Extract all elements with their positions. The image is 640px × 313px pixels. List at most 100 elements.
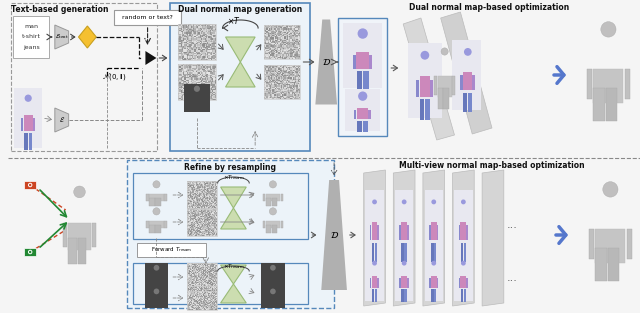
- Bar: [149, 225, 155, 233]
- Bar: [587, 69, 592, 99]
- Bar: [589, 229, 595, 259]
- Circle shape: [601, 22, 616, 37]
- Polygon shape: [403, 18, 454, 140]
- Circle shape: [461, 199, 466, 204]
- Circle shape: [29, 184, 31, 186]
- Bar: [363, 121, 368, 132]
- Bar: [364, 71, 369, 90]
- Circle shape: [270, 289, 276, 294]
- Bar: [595, 229, 625, 263]
- Polygon shape: [321, 180, 347, 290]
- Bar: [606, 88, 618, 121]
- Bar: [261, 288, 285, 308]
- Circle shape: [358, 91, 367, 101]
- Text: Forward $T_\mathrm{resam}$: Forward $T_\mathrm{resam}$: [150, 246, 192, 254]
- Bar: [460, 222, 467, 240]
- Bar: [147, 221, 149, 228]
- Circle shape: [461, 261, 466, 266]
- Bar: [625, 69, 630, 99]
- Bar: [438, 76, 452, 97]
- Bar: [460, 75, 463, 90]
- Bar: [13, 16, 49, 58]
- Circle shape: [431, 261, 436, 266]
- Bar: [444, 88, 449, 109]
- Bar: [459, 278, 460, 288]
- Bar: [264, 65, 300, 99]
- Text: $\times T_\mathrm{resam}$: $\times T_\mathrm{resam}$: [223, 263, 244, 271]
- Bar: [431, 276, 436, 288]
- Polygon shape: [316, 19, 337, 105]
- Bar: [459, 225, 460, 240]
- Bar: [429, 278, 431, 288]
- Bar: [434, 289, 436, 302]
- Bar: [353, 55, 356, 69]
- Polygon shape: [225, 37, 255, 87]
- Bar: [357, 71, 362, 90]
- Bar: [375, 289, 378, 302]
- Circle shape: [431, 199, 436, 204]
- Circle shape: [269, 208, 276, 215]
- Bar: [595, 248, 607, 280]
- Bar: [430, 80, 433, 96]
- Bar: [424, 190, 443, 260]
- Text: $\mathcal{E}_\mathrm{text}$: $\mathcal{E}_\mathrm{text}$: [54, 33, 68, 41]
- Polygon shape: [55, 25, 68, 49]
- Bar: [436, 278, 438, 288]
- Bar: [593, 69, 623, 103]
- Circle shape: [464, 48, 472, 56]
- Circle shape: [29, 251, 31, 253]
- Circle shape: [402, 199, 406, 204]
- Polygon shape: [221, 265, 246, 303]
- Bar: [156, 198, 161, 206]
- Bar: [454, 190, 472, 260]
- Bar: [460, 276, 467, 288]
- Circle shape: [270, 265, 276, 271]
- Bar: [452, 40, 481, 110]
- Bar: [431, 222, 436, 240]
- Bar: [261, 263, 285, 291]
- Bar: [280, 221, 283, 228]
- Bar: [149, 221, 164, 228]
- Bar: [424, 255, 443, 300]
- Circle shape: [154, 265, 159, 271]
- Bar: [407, 225, 408, 240]
- Bar: [369, 55, 372, 69]
- Bar: [463, 93, 467, 112]
- Bar: [264, 25, 300, 59]
- Polygon shape: [79, 26, 96, 48]
- Bar: [438, 88, 443, 109]
- Bar: [63, 223, 67, 247]
- Bar: [24, 133, 28, 150]
- Bar: [365, 190, 384, 260]
- Circle shape: [420, 51, 429, 60]
- Text: $\mathcal{E}$: $\mathcal{E}$: [59, 115, 65, 125]
- Bar: [436, 225, 438, 240]
- Bar: [164, 194, 166, 201]
- Circle shape: [74, 186, 85, 198]
- Bar: [461, 289, 463, 302]
- Text: Multi-view normal map-based optimization: Multi-view normal map-based optimization: [399, 161, 585, 170]
- Bar: [420, 76, 430, 96]
- Circle shape: [24, 95, 32, 102]
- Bar: [467, 278, 468, 288]
- Bar: [145, 263, 168, 291]
- Bar: [114, 10, 181, 25]
- Bar: [416, 80, 419, 96]
- Bar: [266, 194, 280, 202]
- Text: $\times T_\mathrm{resam}$: $\times T_\mathrm{resam}$: [223, 173, 244, 182]
- Circle shape: [153, 208, 160, 215]
- Text: ...: ...: [506, 220, 517, 230]
- Bar: [33, 118, 35, 131]
- Bar: [12, 3, 157, 151]
- Polygon shape: [221, 187, 246, 229]
- Bar: [187, 263, 217, 291]
- Bar: [357, 108, 368, 119]
- Bar: [272, 225, 277, 233]
- Bar: [145, 288, 168, 308]
- Bar: [399, 225, 401, 240]
- Polygon shape: [394, 170, 415, 306]
- Bar: [407, 278, 408, 288]
- Bar: [372, 289, 374, 302]
- Text: Dual normal map generation: Dual normal map generation: [178, 6, 303, 14]
- Bar: [21, 118, 23, 131]
